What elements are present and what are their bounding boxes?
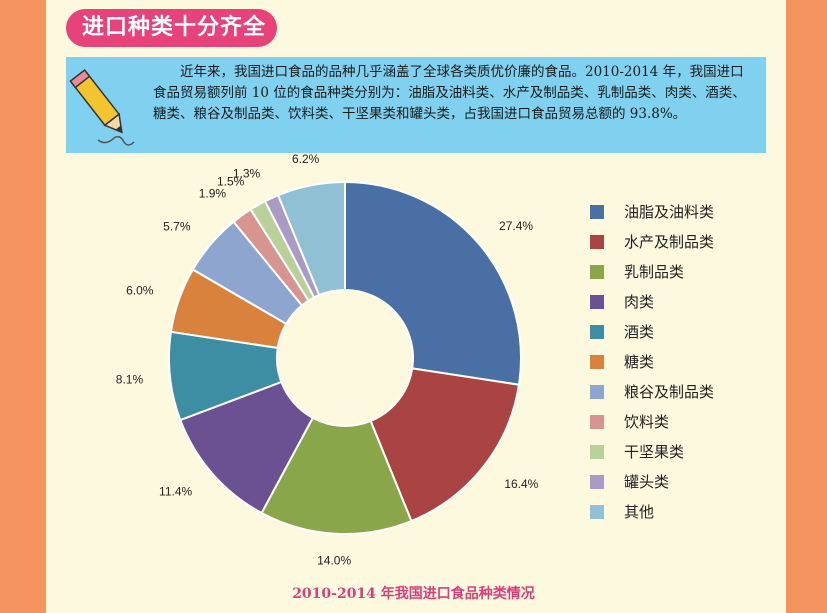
legend-label: 其他 [624,503,655,521]
legend-label: 水产及制品类 [624,233,715,251]
legend-swatch [590,445,604,459]
legend-swatch [590,385,604,399]
legend-label: 肉类 [624,293,655,311]
legend-swatch [590,355,604,369]
data-label-9: 1.5% [217,175,245,189]
slice-11 [276,180,346,297]
data-label-5: 8.1% [116,372,144,386]
legend-label: 乳制品类 [624,263,685,281]
legend-swatch [590,205,604,219]
legend-swatch [590,325,604,339]
slice-2 [369,367,521,523]
chart-caption: 2010-2014 年我国进口食品种类情况 [292,586,535,602]
legend-swatch [590,235,604,249]
data-label-8: 1.9% [199,186,227,200]
legend-label: 油脂及油料类 [624,203,715,221]
legend-swatch [590,415,604,429]
legend-label: 酒类 [624,323,655,341]
slice-3 [260,416,413,535]
data-label-11: 6.2% [292,152,320,166]
data-label-10: 1.3% [233,167,261,181]
slice-1 [344,180,522,386]
legend-swatch [590,475,604,489]
legend-swatch [590,265,604,279]
intro-box [66,57,766,153]
data-label-2: 16.4% [504,477,538,491]
data-label-7: 5.7% [163,219,191,233]
legend-label: 罐头类 [624,473,670,491]
legend-label: 干坚果类 [624,443,685,461]
legend-label: 饮料类 [624,413,670,431]
legend-swatch [590,295,604,309]
legend-swatch [590,505,604,519]
intro-paragraph: 近年来，我国进口食品的品种几乎涵盖了全球各类质优价廉的食品。2010-2014 … [153,64,746,122]
data-label-3: 14.0% [317,554,351,568]
data-label-4: 11.4% [159,485,192,499]
section-title: 进口种类十分齐全 [66,9,277,47]
legend-label: 糖类 [624,353,655,371]
data-label-1: 27.4% [499,219,533,233]
data-label-6: 6.0% [126,284,154,298]
legend-label: 粮谷及制品类 [624,383,715,401]
pencil-icon [69,69,135,146]
